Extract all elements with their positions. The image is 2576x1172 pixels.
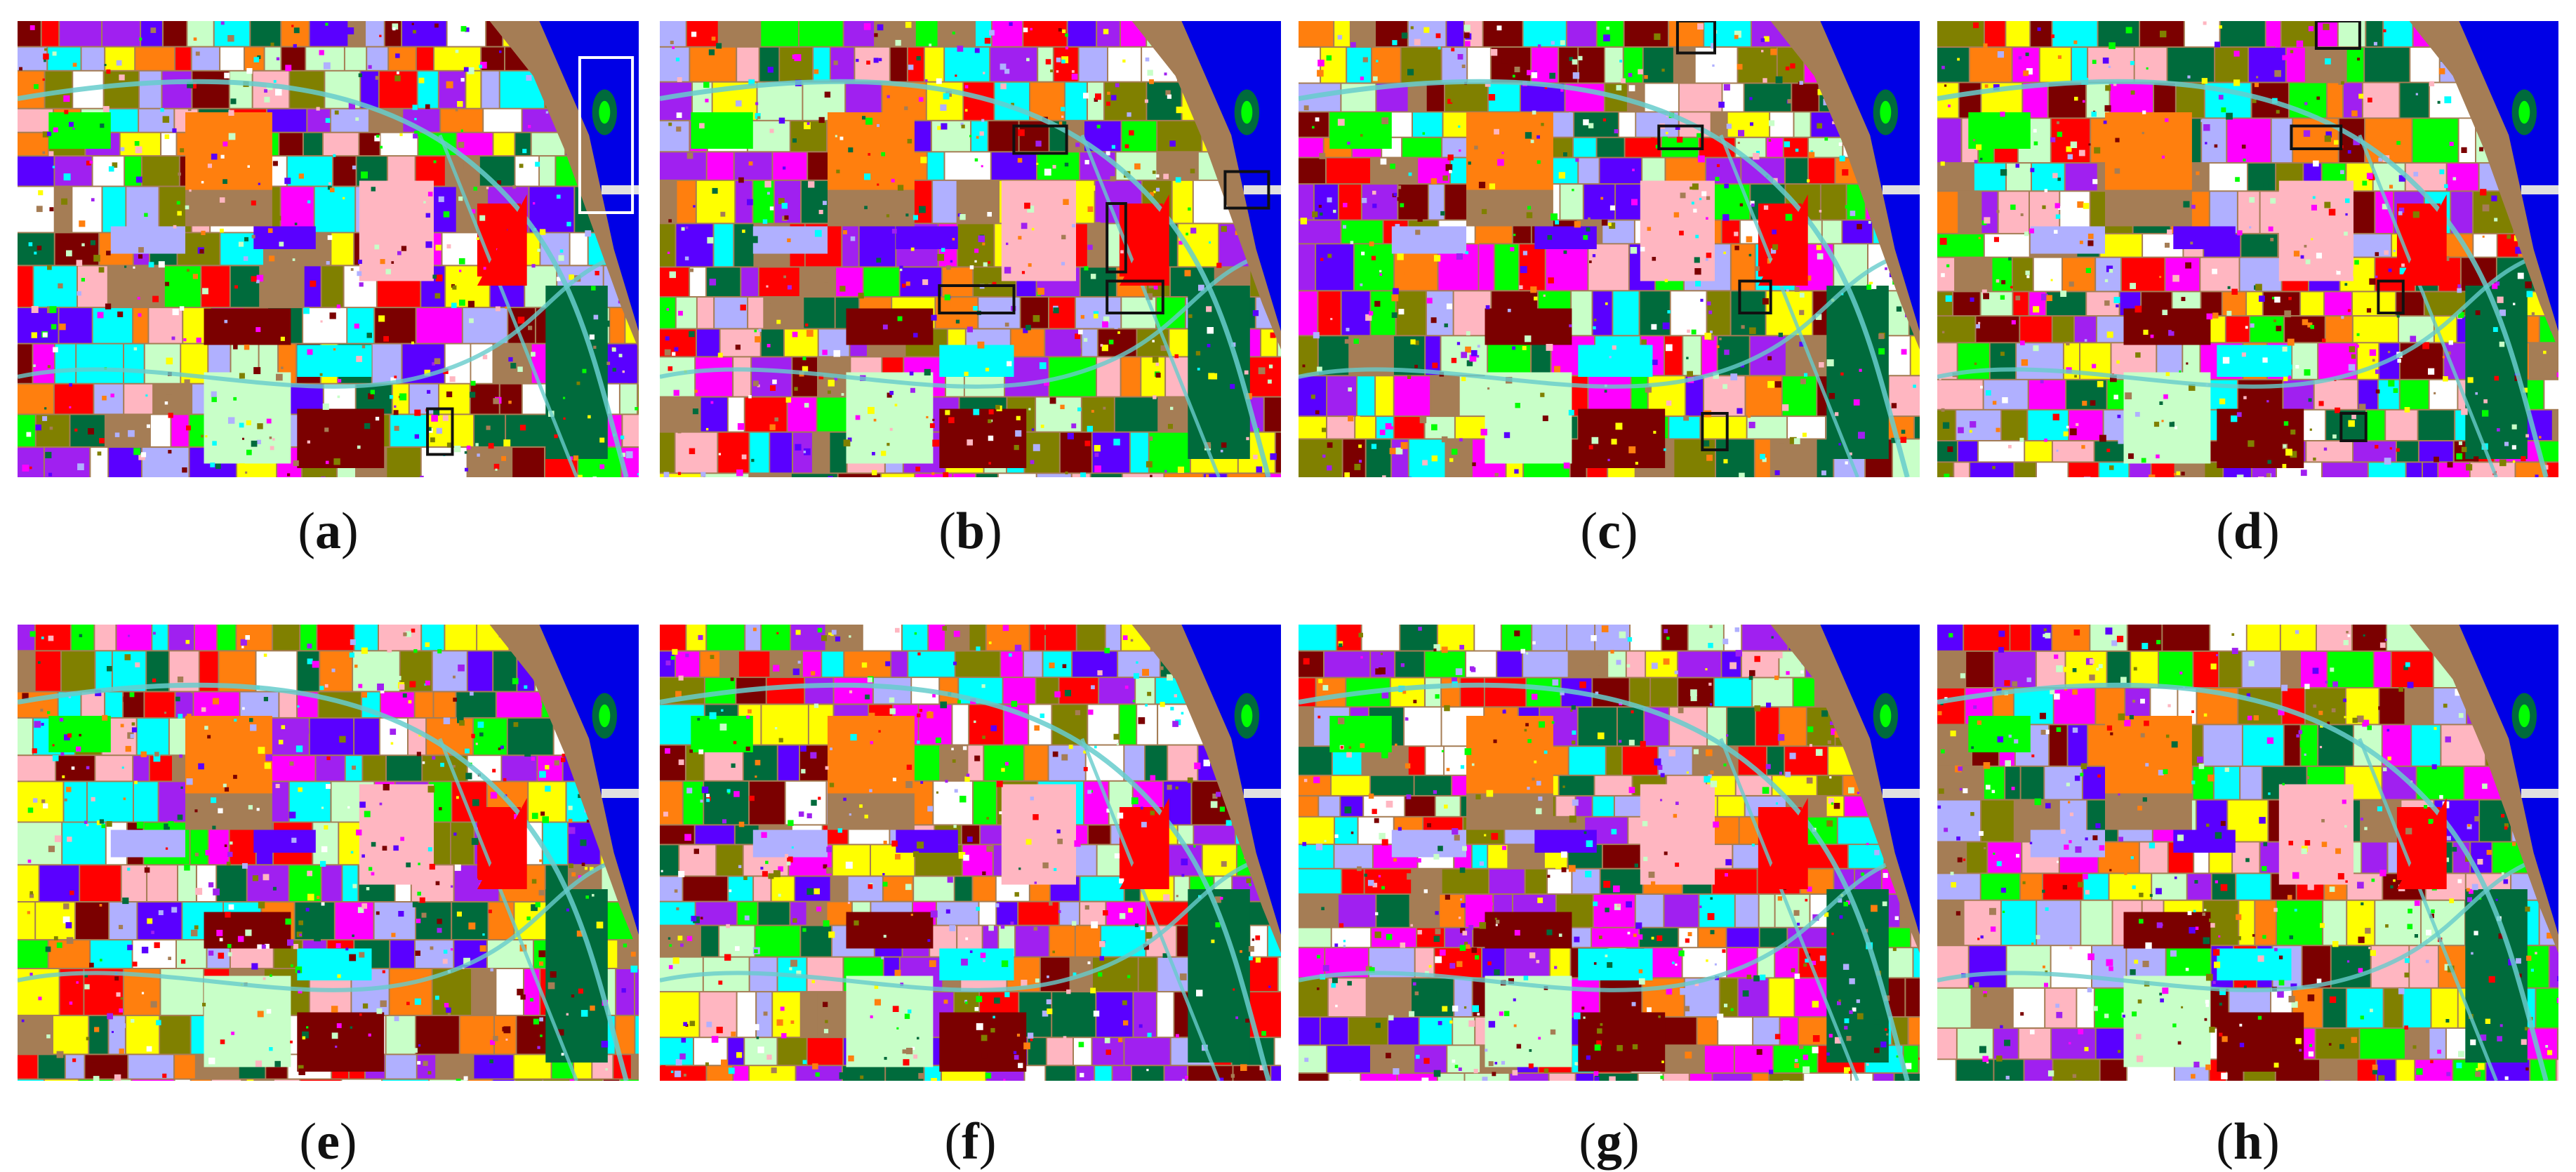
caption-g: (g) <box>1579 1113 1640 1171</box>
caption-label-a: a <box>315 502 341 560</box>
highlight-box-c-2 <box>1738 279 1772 314</box>
highlight-box-d-2 <box>2377 279 2405 314</box>
classification-map-c <box>1299 21 1920 477</box>
caption-label-d: d <box>2233 502 2263 560</box>
highlight-box-d-3 <box>2339 412 2368 442</box>
highlight-box-c-0 <box>1675 21 1717 55</box>
highlight-box-d-1 <box>2290 124 2343 150</box>
caption-label-f: f <box>962 1113 979 1171</box>
caption-f: (f) <box>944 1113 997 1171</box>
classification-map-a <box>18 21 639 477</box>
panel-a <box>18 21 639 477</box>
caption-a: (a) <box>298 502 359 560</box>
panel-c <box>1299 21 1920 477</box>
highlight-box-b-2 <box>1223 170 1270 210</box>
highlight-box-d-0 <box>2314 21 2361 50</box>
classification-map-h <box>1937 625 2558 1081</box>
caption-c: (c) <box>1580 502 1638 560</box>
caption-label-e: e <box>317 1113 340 1171</box>
highlight-box-a-0 <box>578 56 635 214</box>
caption-label-c: c <box>1598 502 1621 560</box>
classification-map-f <box>660 625 1281 1081</box>
highlight-box-b-4 <box>1106 279 1164 314</box>
highlight-box-c-3 <box>1701 412 1729 451</box>
classification-map-g <box>1299 625 1920 1081</box>
highlight-box-b-1 <box>1106 202 1127 274</box>
highlight-box-a-1 <box>426 407 454 456</box>
panel-b <box>660 21 1281 477</box>
caption-label-g: g <box>1596 1113 1622 1171</box>
caption-e: (e) <box>299 1113 357 1171</box>
caption-h: (h) <box>2216 1113 2280 1171</box>
caption-b: (b) <box>938 502 1002 560</box>
panel-h <box>1937 625 2558 1081</box>
classification-map-d <box>1937 21 2558 477</box>
classification-map-e <box>18 625 639 1081</box>
caption-label-b: b <box>955 502 985 560</box>
highlight-box-b-0 <box>1012 124 1068 155</box>
panel-e <box>18 625 639 1081</box>
caption-d: (d) <box>2216 502 2280 560</box>
highlight-box-c-1 <box>1657 124 1704 150</box>
classification-map-b <box>660 21 1281 477</box>
caption-label-h: h <box>2233 1113 2263 1171</box>
highlight-box-b-3 <box>938 284 1016 314</box>
panel-f <box>660 625 1281 1081</box>
panel-d <box>1937 21 2558 477</box>
panel-g <box>1299 625 1920 1081</box>
